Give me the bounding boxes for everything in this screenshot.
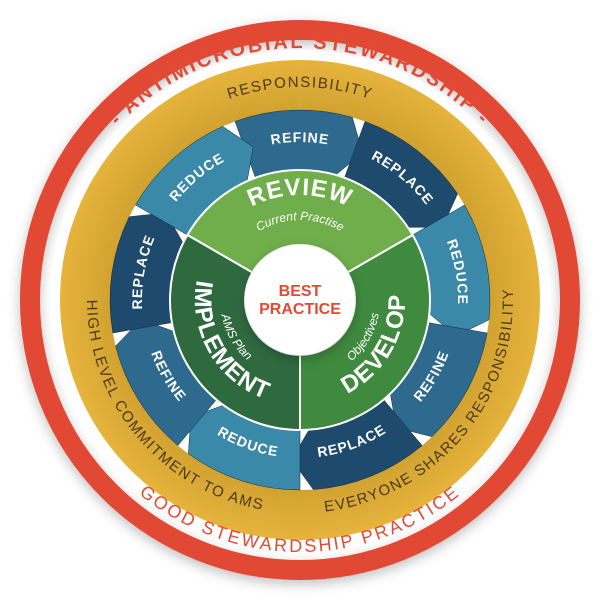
stewardship-wheel: REFINEREPLACEREDUCEREFINEREPLACEREDUCERE… — [0, 0, 600, 600]
blue-segment-label: REFINE — [270, 129, 331, 148]
center-circle — [245, 245, 355, 355]
center-text-line1: BEST — [279, 283, 322, 300]
center-text-line2: PRACTICE — [259, 301, 341, 318]
